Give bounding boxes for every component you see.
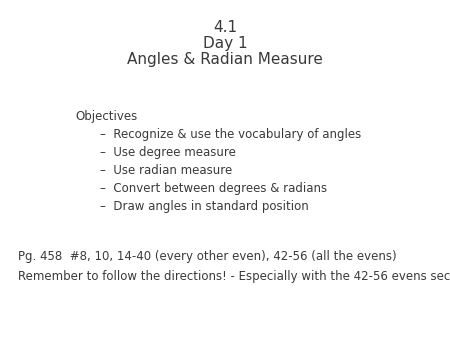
Text: 4.1: 4.1 <box>213 20 237 35</box>
Text: Pg. 458  #8, 10, 14-40 (every other even), 42-56 (all the evens): Pg. 458 #8, 10, 14-40 (every other even)… <box>18 250 396 263</box>
Text: –  Use radian measure: – Use radian measure <box>100 164 232 177</box>
Text: –  Use degree measure: – Use degree measure <box>100 146 236 159</box>
Text: –  Draw angles in standard position: – Draw angles in standard position <box>100 200 309 213</box>
Text: Day 1: Day 1 <box>202 36 248 51</box>
Text: –  Recognize & use the vocabulary of angles: – Recognize & use the vocabulary of angl… <box>100 128 361 141</box>
Text: –  Convert between degrees & radians: – Convert between degrees & radians <box>100 182 327 195</box>
Text: Angles & Radian Measure: Angles & Radian Measure <box>127 52 323 67</box>
Text: Objectives: Objectives <box>75 110 137 123</box>
Text: Remember to follow the directions! - Especially with the 42-56 evens section.: Remember to follow the directions! - Esp… <box>18 270 450 283</box>
